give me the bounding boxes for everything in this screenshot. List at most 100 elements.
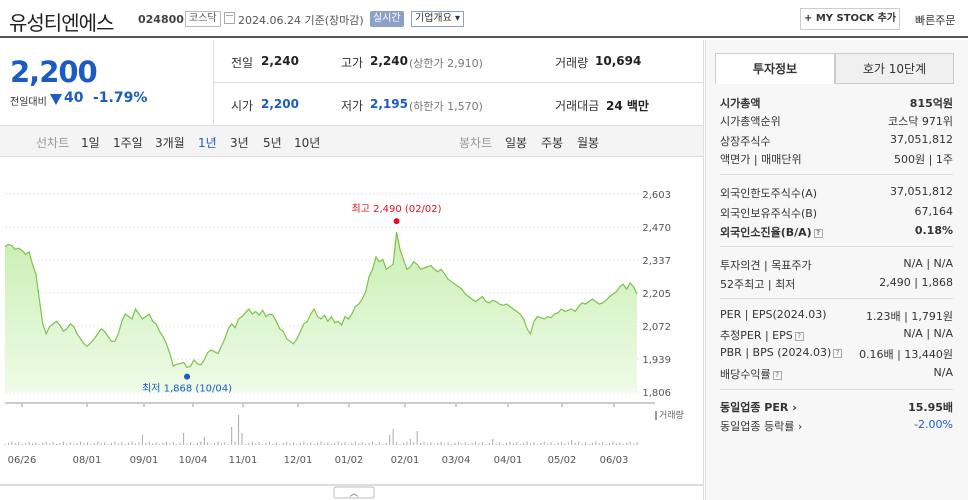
divider	[720, 389, 953, 390]
help-icon[interactable]: ?	[772, 370, 782, 380]
volume-bar	[622, 444, 624, 445]
week52-row: 52주최고 | 최저 2,490 | 1,868	[720, 276, 953, 291]
volume-bar	[605, 444, 607, 445]
tab-range-1w[interactable]: 1주일	[113, 136, 143, 150]
volume-bar	[330, 444, 332, 445]
volume-bar	[416, 431, 418, 445]
upper-limit: (상한가 2,910)	[409, 57, 483, 70]
volume-bar	[358, 443, 360, 445]
volume-bar	[169, 443, 171, 445]
tab-investment-info[interactable]: 투자정보	[715, 53, 835, 84]
volume-bar	[176, 444, 178, 445]
sector-per-row[interactable]: 동일업종 PER › 15.95배	[720, 401, 953, 414]
volume-bar	[591, 442, 593, 445]
volume-bar	[382, 444, 384, 445]
tab-monthly[interactable]: 월봉	[577, 136, 600, 150]
x-tick-label: 09/01	[130, 455, 159, 466]
volume-bar	[389, 435, 391, 445]
tab-daily[interactable]: 일봉	[505, 136, 528, 150]
min-marker	[184, 373, 191, 380]
volume-bar	[512, 443, 514, 445]
foreign-limit-row: 외국인한도주식수(A) 37,051,812	[720, 185, 953, 200]
volume-bar	[35, 442, 37, 445]
volume-bar	[248, 442, 250, 445]
volume-bar	[183, 433, 185, 445]
prev-close-label: 전일	[231, 56, 254, 70]
volume-bar	[268, 441, 270, 445]
max-marker	[393, 218, 400, 225]
volume-bar	[18, 442, 20, 445]
volume-bar	[409, 439, 411, 445]
add-mystock-button[interactable]: + MY STOCK 추가	[800, 8, 900, 30]
company-overview-button[interactable]: 기업개요 ▾	[411, 11, 465, 27]
y-tick-label: 2,072	[642, 322, 671, 333]
volume-bar	[162, 442, 164, 445]
tab-range-3m[interactable]: 3개월	[155, 136, 185, 150]
volume-bar	[523, 442, 525, 445]
tab-range-1d[interactable]: 1일	[81, 136, 100, 150]
volume-bar	[145, 442, 147, 445]
volume-bar	[323, 443, 325, 445]
help-icon[interactable]: ?	[813, 228, 823, 238]
help-icon[interactable]: ?	[833, 348, 843, 358]
volume-bar	[519, 444, 521, 445]
volume-bar	[241, 433, 243, 445]
tab-orderbook[interactable]: 호가 10단계	[835, 53, 954, 84]
tab-range-1y[interactable]: 1년	[198, 136, 217, 150]
volume-bar	[430, 442, 432, 445]
volume-bar	[49, 443, 51, 445]
volume-bar	[361, 442, 363, 445]
volume-bar	[347, 444, 349, 445]
volume-bar	[155, 442, 157, 445]
change-value: 40	[64, 90, 84, 106]
volume-bar	[76, 442, 78, 445]
volume-bar	[440, 441, 442, 445]
volume-bar	[69, 442, 71, 445]
volume-bar	[564, 443, 566, 445]
tab-range-10y[interactable]: 10년	[294, 136, 321, 150]
y-tick-label: 2,337	[642, 256, 671, 267]
volume-bar	[193, 444, 195, 445]
volume-bar	[275, 442, 277, 445]
volume-bar	[4, 444, 6, 445]
help-icon[interactable]: ?	[794, 331, 804, 341]
sector-rate-row[interactable]: 동일업종 등락률 › -2.00%	[720, 418, 953, 433]
volume-bar	[526, 441, 528, 445]
volume-bar	[7, 442, 9, 445]
volume-bar	[444, 443, 446, 445]
divider	[213, 82, 703, 83]
tab-line-chart[interactable]: 선차트	[36, 136, 70, 150]
volume-bar	[303, 441, 305, 445]
volume-bar	[227, 444, 229, 445]
x-tick-label: 04/01	[494, 455, 523, 466]
rank-row: 시가총액순위 코스닥 971위	[720, 115, 953, 128]
volume-bar	[478, 443, 480, 445]
volume-bar	[557, 442, 559, 445]
quick-order-button[interactable]: 빠른주문	[915, 14, 956, 27]
volume-bar	[104, 442, 106, 445]
volume-bar	[217, 441, 219, 445]
collapse-chart-button[interactable]	[333, 486, 375, 499]
volume-bar	[159, 444, 161, 445]
volume-bar	[602, 442, 604, 445]
volume-bar	[633, 443, 635, 445]
volume-bar	[224, 442, 226, 445]
stock-code: 024800	[138, 13, 184, 26]
volume-bar	[344, 442, 346, 445]
live-badge[interactable]: 실시간	[370, 11, 404, 27]
volume-bar	[282, 442, 284, 445]
volume-bar	[52, 442, 54, 445]
tab-weekly[interactable]: 주봉	[541, 136, 564, 150]
volume-bar	[299, 442, 301, 445]
tab-range-5y[interactable]: 5년	[263, 136, 282, 150]
volume-bar	[234, 441, 236, 445]
volume-bar	[626, 442, 628, 445]
volume-bar	[138, 442, 140, 445]
tab-candle-chart[interactable]: 봉차트	[459, 136, 493, 150]
volume-bar	[21, 444, 23, 445]
volume-bar	[461, 443, 463, 445]
volume-bar	[581, 443, 583, 445]
tab-range-3y[interactable]: 3년	[230, 136, 249, 150]
volume-bar	[372, 441, 374, 445]
open-value: 2,200	[261, 97, 299, 111]
